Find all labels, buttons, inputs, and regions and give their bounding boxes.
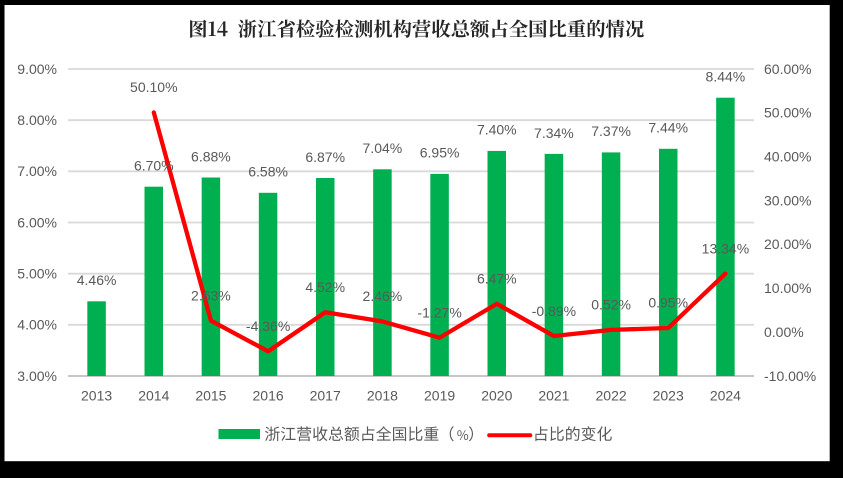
svg-text:2023: 2023 bbox=[653, 388, 684, 404]
svg-text:2.46%: 2.46% bbox=[363, 288, 403, 304]
svg-text:-10.00%: -10.00% bbox=[764, 368, 816, 384]
svg-text:2021: 2021 bbox=[538, 388, 569, 404]
svg-text:2022: 2022 bbox=[596, 388, 627, 404]
svg-text:2018: 2018 bbox=[367, 388, 398, 404]
svg-text:0.95%: 0.95% bbox=[648, 295, 688, 311]
svg-text:7.00%: 7.00% bbox=[17, 163, 57, 179]
svg-text:20.00%: 20.00% bbox=[764, 236, 811, 252]
svg-text:8.00%: 8.00% bbox=[17, 112, 57, 128]
svg-text:6.87%: 6.87% bbox=[305, 149, 345, 165]
svg-text:6.95%: 6.95% bbox=[420, 145, 460, 161]
svg-text:6.00%: 6.00% bbox=[17, 214, 57, 230]
svg-text:50.00%: 50.00% bbox=[764, 105, 811, 121]
svg-text:10.00%: 10.00% bbox=[764, 280, 811, 296]
svg-text:40.00%: 40.00% bbox=[764, 149, 811, 165]
svg-text:7.40%: 7.40% bbox=[477, 122, 517, 138]
svg-text:7.04%: 7.04% bbox=[363, 140, 403, 156]
svg-text:50.10%: 50.10% bbox=[130, 79, 177, 95]
svg-text:2017: 2017 bbox=[310, 388, 341, 404]
svg-text:13.34%: 13.34% bbox=[702, 240, 749, 256]
svg-text:9.00%: 9.00% bbox=[17, 61, 57, 77]
svg-text:0.52%: 0.52% bbox=[591, 297, 631, 313]
svg-text:6.47%: 6.47% bbox=[477, 271, 517, 287]
svg-text:2020: 2020 bbox=[481, 388, 512, 404]
svg-text:6.58%: 6.58% bbox=[248, 164, 288, 180]
svg-text:7.37%: 7.37% bbox=[591, 123, 631, 139]
svg-text:2.63%: 2.63% bbox=[191, 287, 231, 303]
svg-text:2015: 2015 bbox=[195, 388, 226, 404]
svg-text:2024: 2024 bbox=[710, 388, 741, 404]
svg-text:4.46%: 4.46% bbox=[77, 272, 117, 288]
svg-text:8.44%: 8.44% bbox=[706, 69, 746, 85]
svg-text:30.00%: 30.00% bbox=[764, 192, 811, 208]
svg-text:-1.27%: -1.27% bbox=[417, 304, 461, 320]
svg-text:4.00%: 4.00% bbox=[17, 317, 57, 333]
svg-text:3.00%: 3.00% bbox=[17, 368, 57, 384]
svg-text:-0.89%: -0.89% bbox=[532, 303, 576, 319]
svg-text:5.00%: 5.00% bbox=[17, 266, 57, 282]
svg-text:6.88%: 6.88% bbox=[191, 148, 231, 164]
svg-text:7.44%: 7.44% bbox=[648, 120, 688, 136]
svg-text:-4.36%: -4.36% bbox=[246, 318, 290, 334]
svg-text:6.70%: 6.70% bbox=[134, 158, 174, 174]
svg-text:2019: 2019 bbox=[424, 388, 455, 404]
svg-text:60.00%: 60.00% bbox=[764, 61, 811, 77]
svg-text:0.00%: 0.00% bbox=[764, 324, 804, 340]
svg-text:4.52%: 4.52% bbox=[305, 279, 345, 295]
svg-text:2016: 2016 bbox=[253, 388, 284, 404]
svg-text:2014: 2014 bbox=[138, 388, 169, 404]
svg-text:7.34%: 7.34% bbox=[534, 125, 574, 141]
svg-text:2013: 2013 bbox=[81, 388, 112, 404]
